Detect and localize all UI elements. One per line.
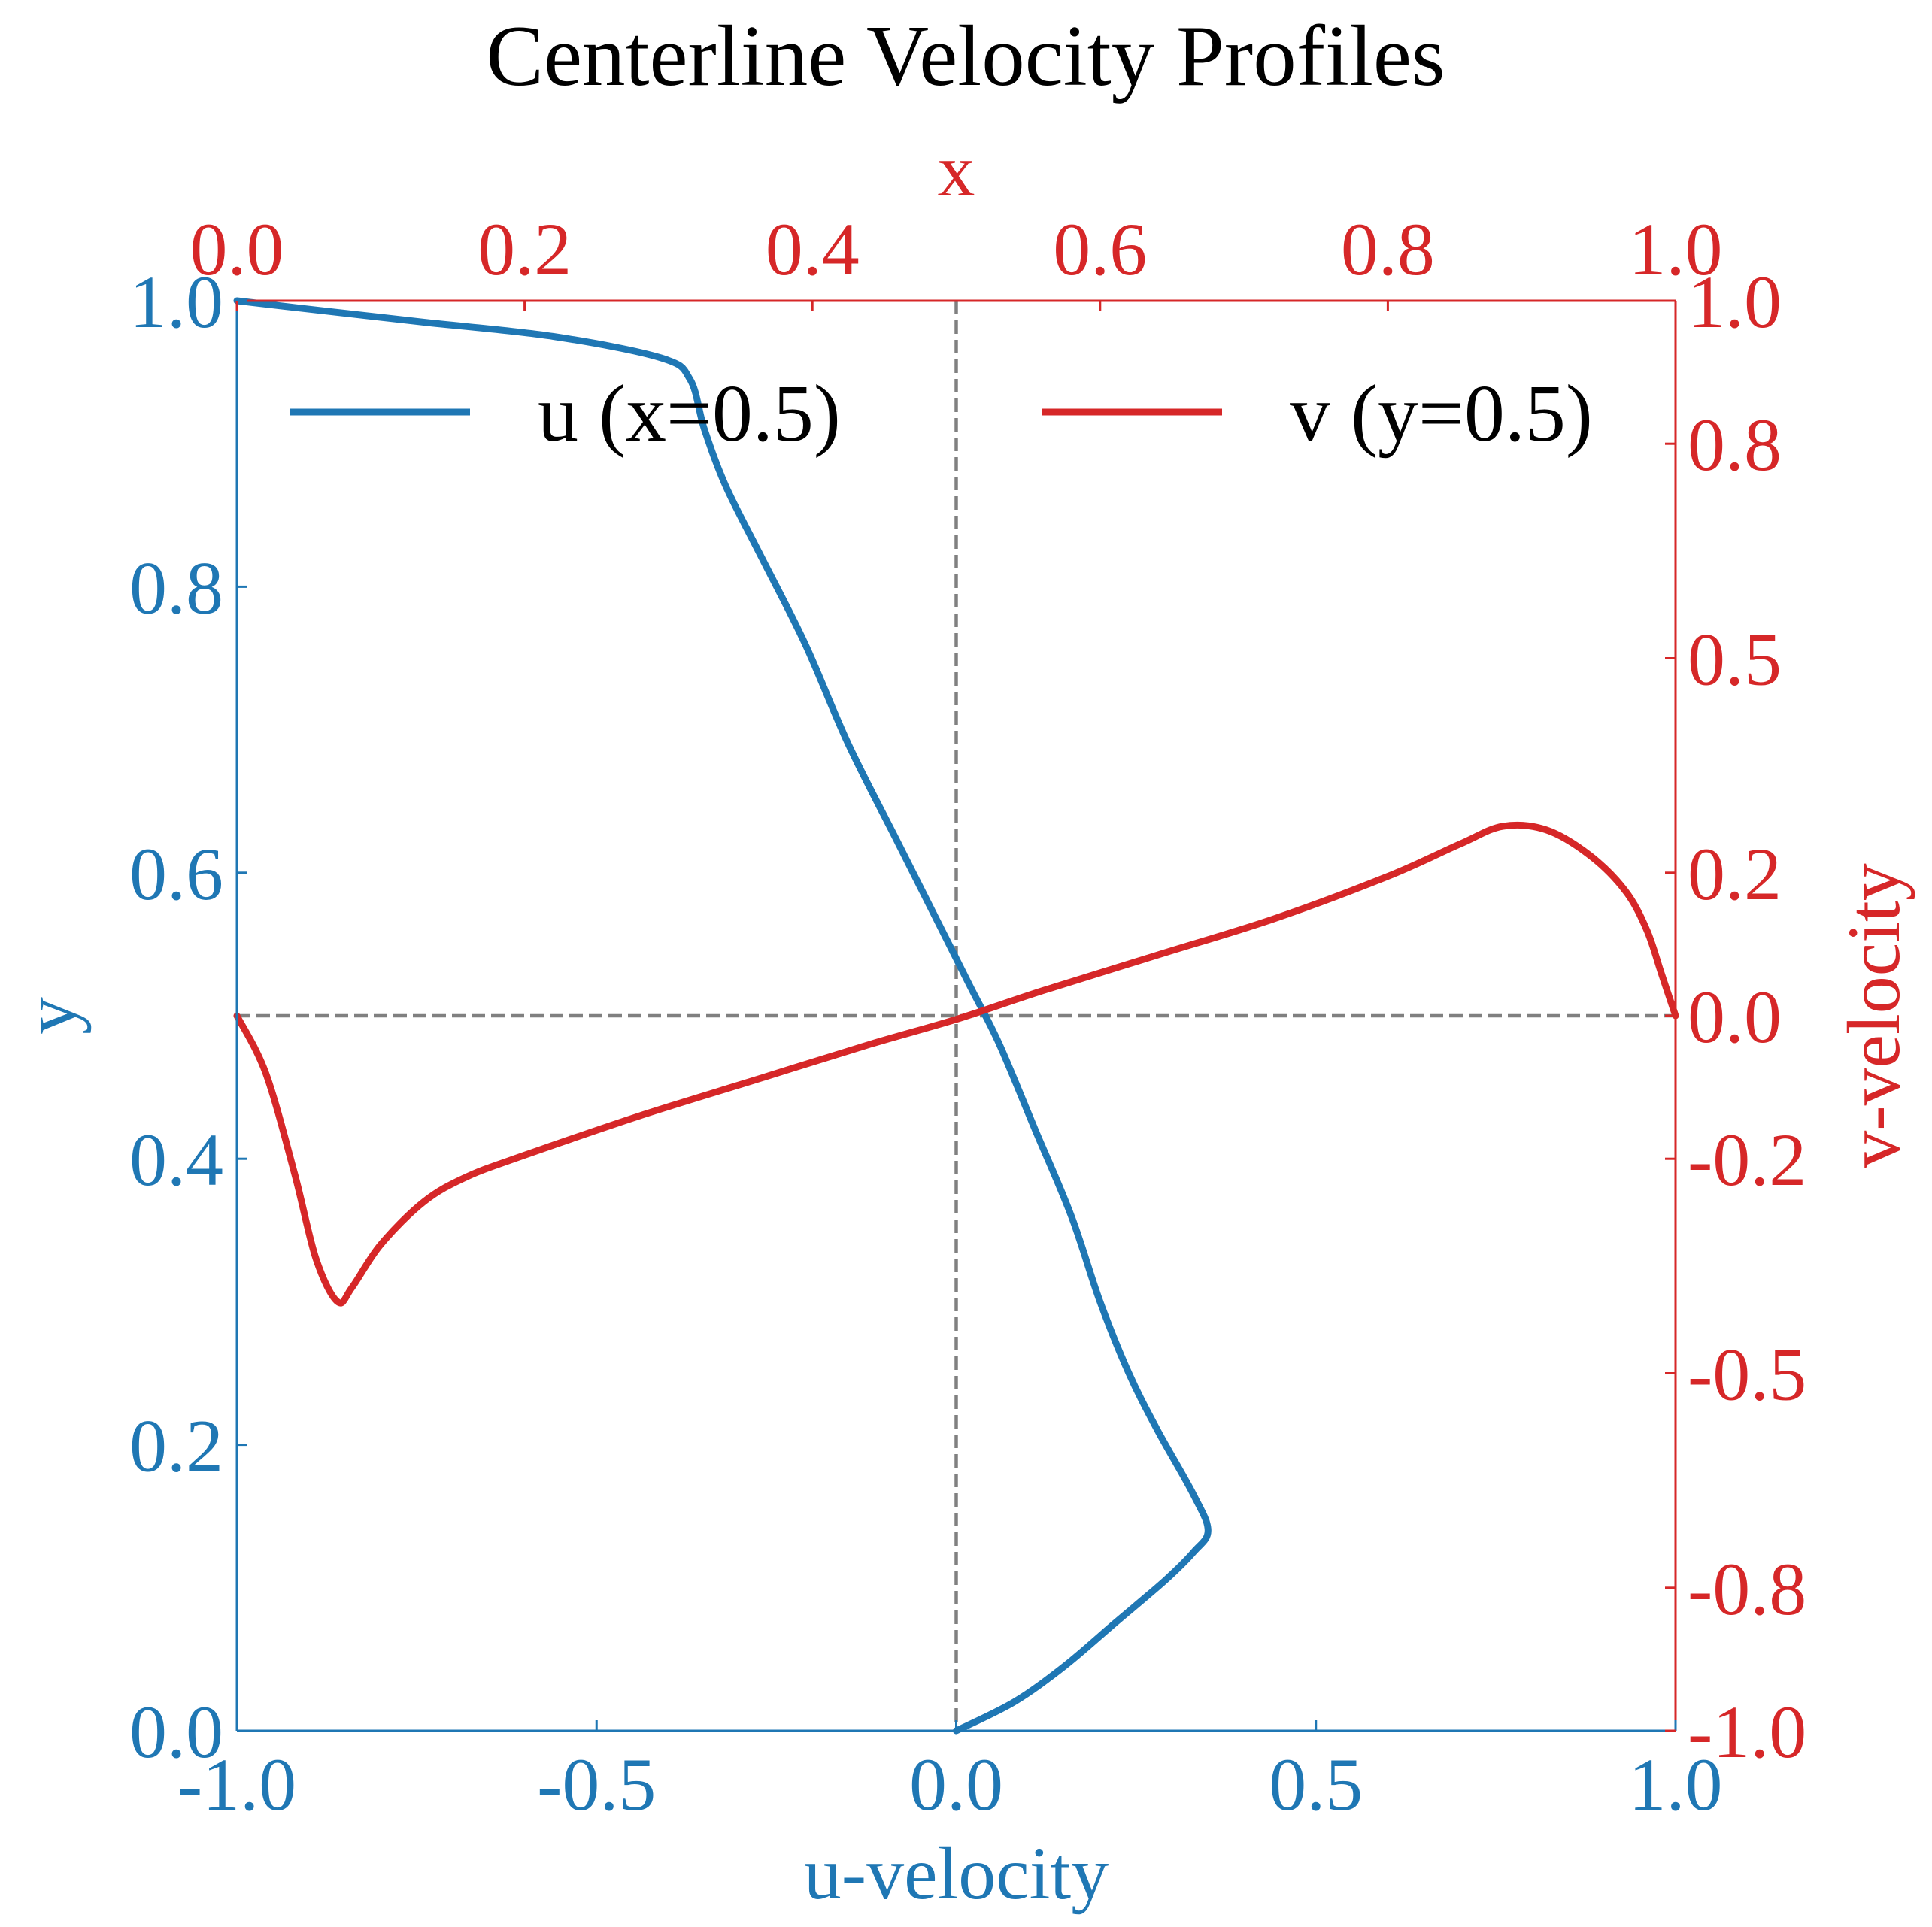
right-tick-label: -0.5 (1688, 1333, 1806, 1416)
y-axis-label-right: v-velocity (1832, 863, 1915, 1168)
axes: -1.0 -0.5 0.0 0.5 1.00.00.20.40.60.81.00.0 0.… (8, 129, 1915, 1915)
right-tick-label: -0.2 (1688, 1118, 1806, 1201)
x-axis-label-bottom: u-velocity (804, 1832, 1109, 1915)
left-tick-label: 0.0 (129, 1690, 223, 1774)
bottom-tick-label: 0.5 (1269, 1743, 1363, 1826)
bottom-tick-label: -1.0 (177, 1743, 296, 1826)
right-tick-label: 1.0 (1688, 260, 1782, 344)
legend-u-label: u (x=0.5) (538, 369, 841, 459)
left-tick-label: 0.6 (129, 832, 223, 916)
legend-v-label: v (y=0.5) (1290, 369, 1593, 459)
top-tick-label: 0.8 (1341, 208, 1435, 291)
top-tick-label: 0.2 (478, 208, 572, 291)
series-v-line (233, 821, 1679, 1307)
y-axis-label-left: y (8, 997, 92, 1035)
right-tick-label: -1.0 (1688, 1690, 1806, 1774)
series-u-line (233, 297, 1212, 1735)
bottom-tick-label: 0.0 (909, 1743, 1003, 1826)
right-tick-label: 0.0 (1688, 975, 1782, 1059)
top-tick-label: 1.0 (1629, 208, 1723, 291)
left-tick-label: 0.8 (129, 546, 223, 629)
right-tick-label: 0.2 (1688, 832, 1782, 916)
chart-title: Centerline Velocity Profiles (486, 8, 1445, 104)
left-tick-label: 0.4 (129, 1118, 223, 1201)
right-tick-label: 0.8 (1688, 403, 1782, 486)
top-tick-label: 0.0 (190, 208, 284, 291)
left-tick-label: 1.0 (129, 260, 223, 344)
legend: u (x=0.5) v (y=0.5) (290, 369, 1593, 459)
left-tick-label: 0.2 (129, 1404, 223, 1488)
x-axis-label-top: x (938, 129, 975, 212)
top-tick-label: 0.6 (1053, 208, 1147, 291)
right-tick-label: 0.5 (1688, 618, 1782, 701)
bottom-tick-label: -0.5 (537, 1743, 656, 1826)
top-tick-label: 0.4 (766, 208, 860, 291)
bottom-tick-label: 1.0 (1629, 1743, 1723, 1826)
right-tick-label: -0.8 (1688, 1547, 1806, 1631)
plot-area (233, 297, 1679, 1735)
